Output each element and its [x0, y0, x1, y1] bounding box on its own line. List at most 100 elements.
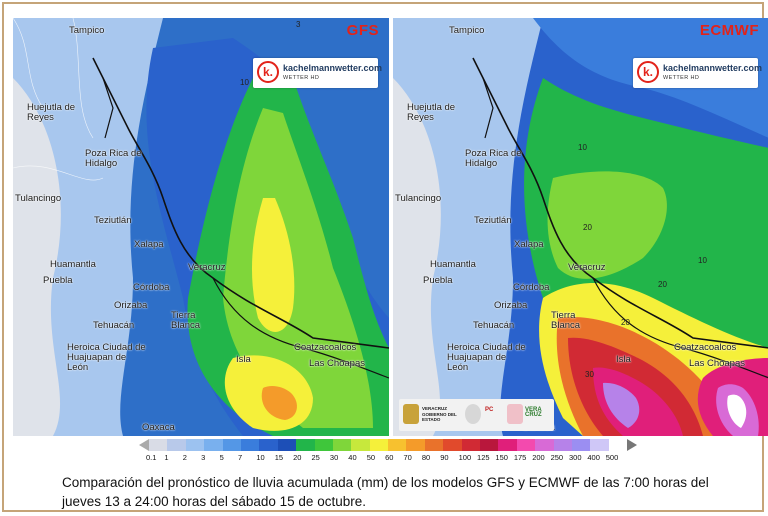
- colorbar-tick-label: 5: [219, 453, 224, 462]
- colorbar-cells: [149, 439, 628, 451]
- city-label: Isla: [616, 354, 631, 365]
- colorbar-tick-label: 70: [403, 453, 412, 462]
- colorbar-cell: [259, 439, 278, 451]
- colorbar-tick-label: 80: [421, 453, 431, 462]
- city-label: Córdoba: [513, 282, 550, 293]
- colorbar-tick-label: 0.1: [146, 453, 157, 462]
- contour-label: 20: [583, 223, 592, 232]
- rainfall-colorbar: 0.1 1 2 3 5 7 10 15 20 25 30 40 50 60 70 80 90 100 125 150 1…: [135, 437, 647, 471]
- city-label: Orizaba: [494, 300, 528, 311]
- colorbar-tick-label: 90: [440, 453, 449, 462]
- logo-sub: WETTER HD: [283, 75, 320, 81]
- city-label: Tehuacán: [473, 320, 515, 331]
- gov-logo-text: VERACRUZ: [422, 406, 448, 411]
- contour-label: 3: [296, 20, 301, 29]
- veracruz-seal-icon: [403, 404, 419, 424]
- colorbar-cell: [369, 439, 389, 451]
- kachelmann-logo: k. kachelmannwetter.com WETTER HD: [253, 58, 382, 88]
- city-label: Heroica Ciudad de Huajuapan de León: [447, 342, 526, 373]
- city-label: Xalapa: [134, 239, 164, 250]
- model-title-gfs: GFS: [346, 22, 379, 39]
- colorbar-max-arrow: [627, 439, 637, 451]
- logo-site: kachelmannwetter.com: [283, 63, 383, 73]
- colorbar-tick-label: 10: [256, 453, 265, 462]
- gov-logo-text: VERA CRUZ: [525, 407, 542, 418]
- city-label: Puebla: [423, 275, 453, 286]
- city-label: Tulancingo: [15, 193, 62, 204]
- city-label: Oaxaca: [142, 422, 175, 433]
- city-label: Heroica Ciudad de Huajuapan de León: [67, 342, 146, 373]
- contour-label: 20: [621, 318, 630, 327]
- kachelmann-k-icon: k.: [257, 61, 279, 83]
- city-label: Tulancingo: [395, 193, 442, 204]
- city-label: Teziutlán: [94, 215, 132, 226]
- city-label: Coatzacoalcos: [294, 342, 357, 353]
- city-label: Puebla: [43, 275, 73, 286]
- colorbar-cell: [461, 439, 481, 451]
- colorbar-cell: [185, 439, 205, 451]
- colorbar-cell: [222, 439, 241, 451]
- city-label: Tierra Blanca: [171, 310, 201, 331]
- colorbar-tick-label: 7: [237, 453, 243, 462]
- colorbar-cell: [553, 439, 572, 451]
- colorbar-cell: [351, 439, 370, 451]
- colorbar-tick-label: 1: [164, 453, 169, 462]
- vera-cruz-logo-icon: [507, 404, 523, 424]
- colorbar-cell: [388, 439, 407, 451]
- logo-site: kachelmannwetter.com: [663, 63, 763, 73]
- city-label: Tierra Blanca: [551, 310, 581, 331]
- colorbar-cell: [516, 439, 536, 451]
- contour-label: 10: [698, 256, 707, 265]
- city-label: Teziutlán: [474, 215, 512, 226]
- gov-logo-text: GOBIERNO DEL ESTADO: [422, 412, 457, 422]
- city-label: Veracruz: [188, 262, 226, 273]
- colorbar-tick-label: 150: [495, 453, 508, 462]
- city-label: Xalapa: [514, 239, 544, 250]
- model-title-ecmwf: ECMWF: [699, 22, 759, 39]
- colorbar-cell: [480, 439, 499, 451]
- kachelmann-logo: k. kachelmannwetter.com WETTER HD: [633, 58, 762, 88]
- colorbar-cell: [314, 439, 333, 451]
- city-label: Huejutla de Reyes: [27, 102, 76, 123]
- city-label: Poza Rica de Hidalgo: [85, 148, 142, 169]
- colorbar-tick-label: 50: [366, 453, 376, 462]
- city-label: Las Choapas: [309, 358, 365, 369]
- figure-caption: Comparación del pronóstico de lluvia acu…: [62, 475, 709, 509]
- city-label: Veracruz: [568, 262, 606, 273]
- colorbar-cell: [296, 439, 315, 451]
- colorbar-tick-label: 500: [605, 453, 619, 462]
- city-label: Huamantla: [50, 259, 96, 270]
- colorbar-cell: [332, 439, 352, 451]
- colorbar-cell: [424, 439, 444, 451]
- colorbar-tick-label: 175: [513, 453, 527, 462]
- colorbar-tick-label: 400: [587, 453, 600, 462]
- colorbar-tick-label: 60: [385, 453, 394, 462]
- city-label: Huejutla de Reyes: [407, 102, 456, 123]
- city-label: Poza Rica de Hidalgo: [465, 148, 522, 169]
- gfs-map: GFS k. kachelmannwetter.com WETTER HD 10…: [13, 18, 389, 436]
- colorbar-ticks: 0.1 1 2 3 5 7 10 15 20 25 30 40 50 60 70 80 90 100 125 150 1…: [146, 453, 627, 465]
- colorbar-cell: [406, 439, 425, 451]
- colorbar-tick-label: 25: [311, 453, 320, 462]
- city-label: Tampico: [449, 25, 485, 36]
- colorbar-cell: [535, 439, 554, 451]
- civil-protection-seal-icon: [465, 404, 481, 424]
- colorbar-cell: [608, 439, 628, 451]
- colorbar-cell: [240, 439, 260, 451]
- colorbar-tick-label: 15: [274, 453, 284, 462]
- colorbar-tick-label: 250: [550, 453, 564, 462]
- logo-sub: WETTER HD: [663, 75, 700, 81]
- ecmwf-map: ECMWF k. kachelmannwetter.com WETTER HD …: [393, 18, 768, 436]
- colorbar-tick-label: 100: [458, 453, 472, 462]
- colorbar-tick-label: 2: [182, 453, 187, 462]
- city-label: Tampico: [69, 25, 105, 36]
- colorbar-cell: [498, 439, 517, 451]
- city-label: Orizaba: [114, 300, 148, 311]
- gov-logo-text: PC: [485, 407, 494, 413]
- colorbar-cell: [277, 439, 297, 451]
- ecmwf-rainfall-field: [393, 18, 768, 436]
- colorbar-cell: [167, 439, 186, 451]
- colorbar-tick-label: 200: [532, 453, 545, 462]
- colorbar-cell: [590, 439, 609, 451]
